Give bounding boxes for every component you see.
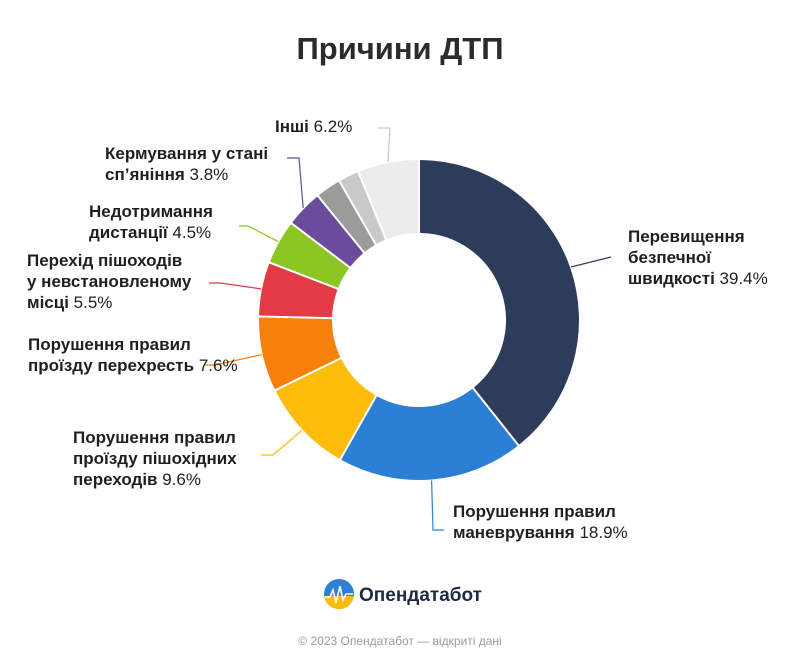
slice-label-3: Порушення правил проїзду перехресть 7.6% [28,335,238,375]
leader-line-9 [378,127,391,163]
slice-label-line: Порушення правил [28,335,191,354]
leader-line-2 [261,429,303,456]
leader-line-4 [209,282,262,290]
slice-label-line: швидкості [628,269,715,288]
slice-1 [341,389,518,480]
slice-label-line: Інші [275,117,309,136]
slice-label-line: проїзду пішохідних [73,449,237,468]
slice-label-line: дистанції [89,223,169,242]
slice-label-0: Перевищення безпечної швидкості 39.4% [628,227,768,288]
slice-0 [420,160,579,445]
slice-label-line: Перевищення [628,227,745,246]
slice-label-6: Кермування у стані сп’яніння 3.8% [105,144,268,184]
slice-3 [259,317,341,390]
slice-label-line: сп’яніння [105,165,185,184]
slice-value: 6.2% [309,117,352,136]
slice-label-line: безпечної [628,248,712,267]
slice-6 [292,196,363,267]
slice-label-1: Порушення правил маневрування 18.9% [453,502,628,542]
opendatabot-logo-icon [324,579,354,609]
chart-title: Причини ДТП [296,31,503,66]
slice-label-4: Перехід пішоходів у невстановленому місці … [27,251,192,312]
slice-value: 7.6% [194,356,237,375]
slice-label-line: переходів [73,470,158,489]
slice-7 [319,182,375,252]
slice-label-line: Порушення правил [453,502,616,521]
slice-9 [359,160,418,239]
slice-label-line: Порушення правил [73,428,236,447]
slice-value: 3.8% [185,165,228,184]
slice-label-line: Перехід пішоходів [27,251,182,270]
slice-label-line: проїзду перехресть [28,356,194,375]
slice-value: 5.5% [69,293,112,312]
slice-labels: Перевищення безпечної швидкості 39.4% Поруш… [27,117,768,542]
slice-value: 39.4% [715,269,768,288]
slice-label-2: Порушення правил проїзду пішохідних перехо… [73,428,237,489]
leader-lines [204,127,612,531]
slice-label-line: Кермування у стані [105,144,268,163]
slice-value: 18.9% [575,523,628,542]
slice-8 [340,172,385,244]
brand-logo: Опендатабот [324,579,482,609]
leader-line-5 [239,225,279,243]
slice-value: 9.6% [158,470,201,489]
slice-value: 4.5% [168,223,211,242]
slice-label-line: Недотримання [89,202,213,221]
brand-name: Опендатабот [359,585,482,606]
slice-4 [259,263,338,318]
leader-line-0 [570,256,612,268]
leader-line-3 [204,354,262,366]
slice-5 [270,224,349,288]
slice-label-line: маневрування [453,523,575,542]
leader-line-1 [431,480,444,531]
donut-slices [259,160,579,480]
leader-line-6 [287,157,304,209]
slice-label-9: Інші 6.2% [275,117,352,136]
slice-label-line: місці [27,293,69,312]
slice-label-5: Недотримання дистанції 4.5% [89,202,213,242]
slice-2 [276,359,375,459]
footer-copyright: © 2023 Опендатабот — відкриті дані [298,634,501,648]
slice-label-line: у невстановленому [27,272,192,291]
